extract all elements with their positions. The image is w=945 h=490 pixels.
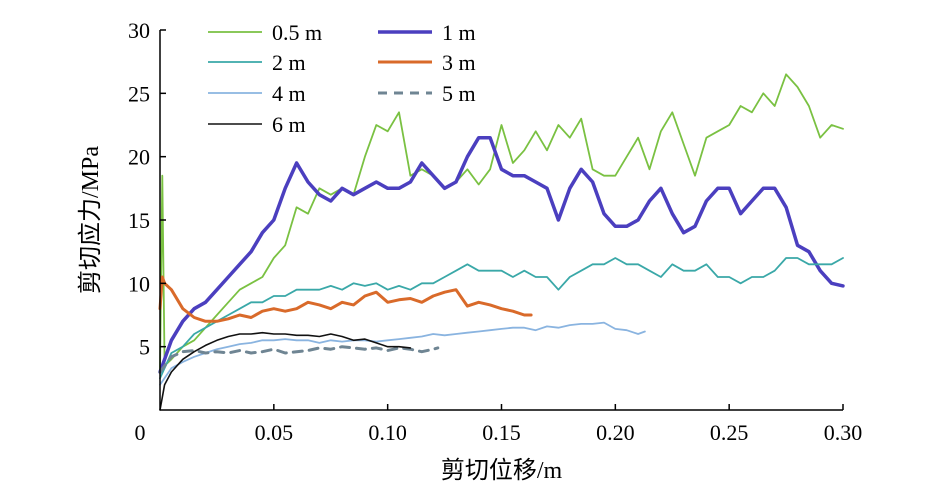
legend-label-6: 5 m [442, 81, 476, 106]
y-tick-label: 30 [128, 18, 150, 43]
y-tick-label: 15 [128, 208, 150, 233]
legend-label-4: 3 m [442, 50, 476, 75]
series-line-5 [159, 321, 646, 386]
x-tick-label: 0.15 [482, 420, 521, 445]
tick-labels: 0 0.05 0.10 0.15 0.20 0.25 0.30 5 10 15 20 25 30 [128, 18, 862, 445]
y-tick-label: 10 [128, 271, 150, 296]
y-tick-label: 25 [128, 81, 150, 106]
y-tick-label: 20 [128, 145, 150, 170]
legend-label-1: 0.5 m [272, 20, 322, 45]
x-tick-label: 0.30 [824, 420, 863, 445]
series-line-7 [159, 331, 412, 411]
x-tick-label: 0.25 [710, 420, 749, 445]
legend-label-3: 2 m [272, 50, 306, 75]
x-tick-label: 0.05 [255, 420, 294, 445]
legend-label-2: 1 m [442, 20, 476, 45]
legend: 0.5 m 1 m 2 m 3 m 4 m 5 m 6 m [208, 20, 476, 137]
x-tick-label: 0.10 [368, 420, 407, 445]
series-layer [158, 73, 845, 411]
y-axis-title: 剪切应力/MPa [77, 146, 104, 294]
series-line-3 [159, 257, 844, 380]
series-line-4 [158, 275, 533, 323]
x-tick-label: 0 [135, 420, 146, 445]
x-axis-title: 剪切位移/m [441, 457, 563, 484]
legend-label-7: 6 m [272, 112, 306, 137]
series-line-6 [158, 345, 440, 374]
y-tick-label: 5 [139, 335, 150, 360]
series-line-1 [159, 73, 844, 373]
x-tick-label: 0.20 [596, 420, 635, 445]
series-line-2 [158, 135, 845, 374]
legend-label-5: 4 m [272, 81, 306, 106]
